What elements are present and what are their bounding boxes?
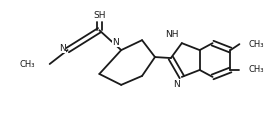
Text: N: N [173,80,180,89]
Text: N: N [112,38,119,47]
Text: N: N [59,44,66,53]
Text: CH₃: CH₃ [248,40,264,49]
Text: NH: NH [165,30,179,39]
Text: SH: SH [93,11,105,20]
Text: CH₃: CH₃ [248,66,264,74]
Text: CH₃: CH₃ [19,59,35,69]
